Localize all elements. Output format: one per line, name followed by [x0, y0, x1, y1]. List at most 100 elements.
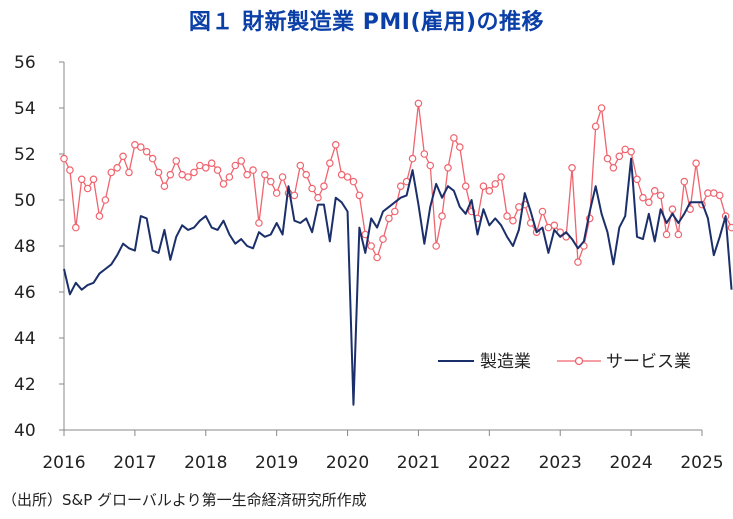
data-point-services — [650, 187, 659, 195]
data-point-services — [302, 170, 311, 179]
y-tick-label: 48 — [14, 237, 36, 257]
legend-label-manufacturing: 製造業 — [480, 352, 531, 372]
data-point-services — [113, 164, 121, 172]
data-point-services — [225, 173, 234, 181]
data-point-services — [662, 230, 671, 239]
data-point-services — [172, 157, 181, 165]
data-point-services — [255, 219, 263, 227]
data-point-services — [391, 207, 399, 216]
data-point-services — [674, 230, 683, 239]
data-point-services — [438, 212, 446, 220]
y-tick-label: 44 — [14, 329, 36, 349]
data-point-services — [668, 205, 677, 214]
data-point-services — [727, 223, 733, 232]
data-point-services — [373, 253, 381, 262]
data-point-services — [326, 159, 334, 168]
data-point-services — [444, 164, 452, 172]
data-point-services — [432, 242, 440, 250]
y-tick-label: 40 — [14, 421, 36, 441]
x-tick-label: 2020 — [326, 453, 369, 473]
data-point-services — [385, 214, 393, 223]
data-point-services — [278, 173, 287, 181]
x-tick-label: 2016 — [42, 453, 85, 473]
data-point-services — [154, 168, 163, 177]
data-point-services — [89, 175, 98, 184]
data-point-services — [379, 235, 387, 243]
chart-title: 図１ 財新製造業 PMI(雇用)の推移 — [188, 10, 545, 35]
data-point-services — [615, 152, 624, 161]
data-point-services — [60, 154, 68, 163]
data-point-services — [119, 152, 127, 161]
data-point-services — [243, 170, 251, 179]
data-point-services — [343, 173, 352, 181]
data-point-services — [249, 166, 257, 174]
data-point-services — [308, 184, 316, 193]
data-point-services — [290, 191, 299, 200]
data-point-services — [455, 143, 464, 151]
data-point-services — [426, 161, 435, 170]
data-point-services — [408, 154, 417, 163]
data-point-services — [125, 168, 133, 177]
data-point-services — [633, 175, 641, 184]
data-point-services — [692, 159, 700, 168]
x-tick-label: 2018 — [184, 453, 227, 473]
x-tick-label: 2023 — [539, 453, 582, 473]
series-layer — [60, 99, 733, 406]
x-tick-label: 2019 — [255, 453, 298, 473]
data-point-services — [107, 168, 116, 177]
data-point-services — [77, 175, 86, 184]
data-point-services — [160, 182, 169, 191]
data-point-services — [219, 180, 228, 188]
data-point-services — [396, 182, 405, 191]
y-tick-label: 42 — [14, 375, 36, 395]
data-point-services — [603, 154, 612, 163]
data-point-services — [645, 198, 653, 207]
y-tick-label: 52 — [14, 145, 36, 165]
data-point-services — [509, 216, 517, 225]
data-point-services — [609, 164, 618, 172]
data-point-services — [414, 99, 423, 108]
data-point-services — [656, 191, 665, 200]
data-point-services — [491, 180, 500, 188]
data-point-services — [272, 189, 281, 197]
data-point-services — [320, 182, 328, 191]
data-point-services — [680, 177, 689, 186]
data-point-services — [497, 173, 505, 181]
x-tick-label: 2024 — [609, 453, 652, 473]
x-tick-label: 2025 — [680, 453, 723, 473]
legend: 製造業 サービス業 — [438, 352, 691, 372]
data-point-services — [314, 193, 322, 202]
data-point-services — [461, 182, 470, 191]
y-tick-label: 56 — [14, 53, 36, 73]
data-point-services — [261, 170, 269, 179]
data-point-services — [266, 177, 275, 186]
data-point-services — [296, 161, 305, 170]
data-point-services — [367, 242, 375, 250]
data-point-services — [190, 168, 198, 177]
data-point-services — [627, 147, 635, 156]
y-tick-label: 46 — [14, 283, 36, 303]
plot-area: 40 42 44 46 48 50 52 54 56 2016 2017 2018 2019 2020 20… — [14, 53, 724, 473]
data-point-services — [331, 141, 340, 149]
data-point-services — [715, 191, 724, 200]
data-point-services — [450, 134, 458, 142]
series-line-manufacturing — [63, 157, 733, 406]
data-point-services — [166, 170, 175, 179]
data-point-services — [137, 143, 145, 151]
data-point-services — [355, 191, 364, 200]
data-point-services — [95, 212, 104, 220]
data-point-services — [237, 157, 246, 165]
data-point-services — [72, 223, 80, 232]
data-point-services — [349, 177, 358, 186]
data-point-services — [479, 182, 488, 191]
data-point-services — [101, 196, 110, 204]
data-point-services — [184, 173, 192, 181]
data-point-services — [142, 147, 151, 156]
data-point-services — [83, 184, 92, 193]
data-point-services — [597, 104, 606, 112]
data-point-services — [420, 150, 429, 158]
data-point-services — [550, 221, 559, 230]
y-tick-label: 50 — [14, 191, 36, 211]
data-point-services — [574, 258, 582, 266]
